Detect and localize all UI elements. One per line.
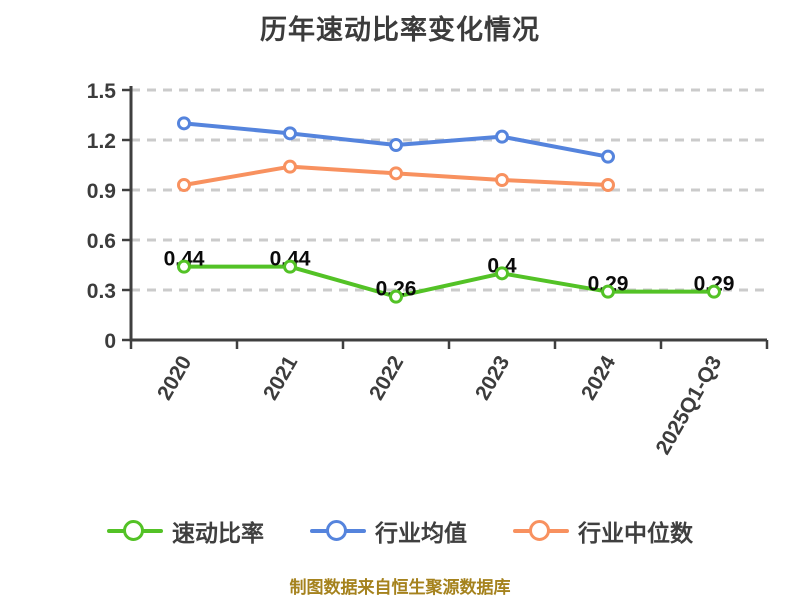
data-point-marker [177, 116, 191, 131]
x-tick-label: 2024 [577, 352, 620, 404]
x-tick-label: 2025Q1-Q3 [652, 352, 727, 459]
legend-item-industry-average[interactable]: 行业均值 [310, 514, 467, 548]
data-point-label: 0.4 [487, 254, 517, 277]
data-point-marker [389, 166, 403, 181]
data-point-marker [601, 149, 615, 164]
y-tick-label: 1.2 [87, 130, 116, 153]
y-tick-label: 0.3 [87, 280, 116, 303]
y-tick-label: 1.5 [87, 80, 117, 103]
data-point-label: 0.44 [164, 248, 205, 271]
chart-legend: 速动比率 行业均值 行业中位数 [0, 514, 800, 548]
y-tick-label: 0 [104, 330, 116, 353]
data-point-marker [601, 284, 615, 299]
chart-title: 历年速动比率变化情况 [260, 15, 540, 45]
x-tick-label: 2023 [471, 352, 514, 404]
data-point-marker [283, 259, 297, 274]
y-tick-label: 0.9 [87, 180, 116, 203]
legend-item-quick-ratio[interactable]: 速动比率 [107, 514, 264, 548]
data-point-marker [389, 289, 403, 304]
data-point-marker [495, 266, 509, 281]
data-source-footnote: 制图数据来自恒生聚源数据库 [289, 578, 511, 597]
data-point-marker [283, 159, 297, 174]
series-line-0 [182, 264, 716, 299]
legend-item-industry-median[interactable]: 行业中位数 [513, 514, 693, 548]
data-point-marker [601, 178, 615, 192]
data-point-marker [707, 284, 721, 299]
data-point-label: 0.29 [588, 273, 629, 296]
quick-ratio-legend-marker-icon [107, 519, 163, 543]
data-point-marker [177, 178, 191, 192]
data-point-label: 0.29 [694, 273, 735, 296]
data-point-marker [283, 126, 297, 141]
data-point-marker [495, 173, 509, 187]
legend-label: 速动比率 [172, 520, 264, 546]
data-point-label: 0.26 [376, 278, 417, 301]
x-tick-label: 2020 [153, 352, 196, 404]
data-point-marker [389, 138, 403, 152]
legend-label: 行业中位数 [578, 520, 693, 546]
x-tick-label: 2022 [365, 352, 408, 404]
industry-average-legend-marker-icon [310, 519, 366, 543]
industry-median-legend-marker-icon [513, 519, 569, 543]
x-tick-label: 2021 [259, 352, 302, 404]
y-tick-label: 0.6 [87, 230, 116, 253]
data-point-marker [495, 129, 509, 144]
data-point-marker [177, 259, 191, 274]
legend-label: 行业均值 [375, 520, 467, 546]
data-point-label: 0.44 [270, 248, 311, 271]
